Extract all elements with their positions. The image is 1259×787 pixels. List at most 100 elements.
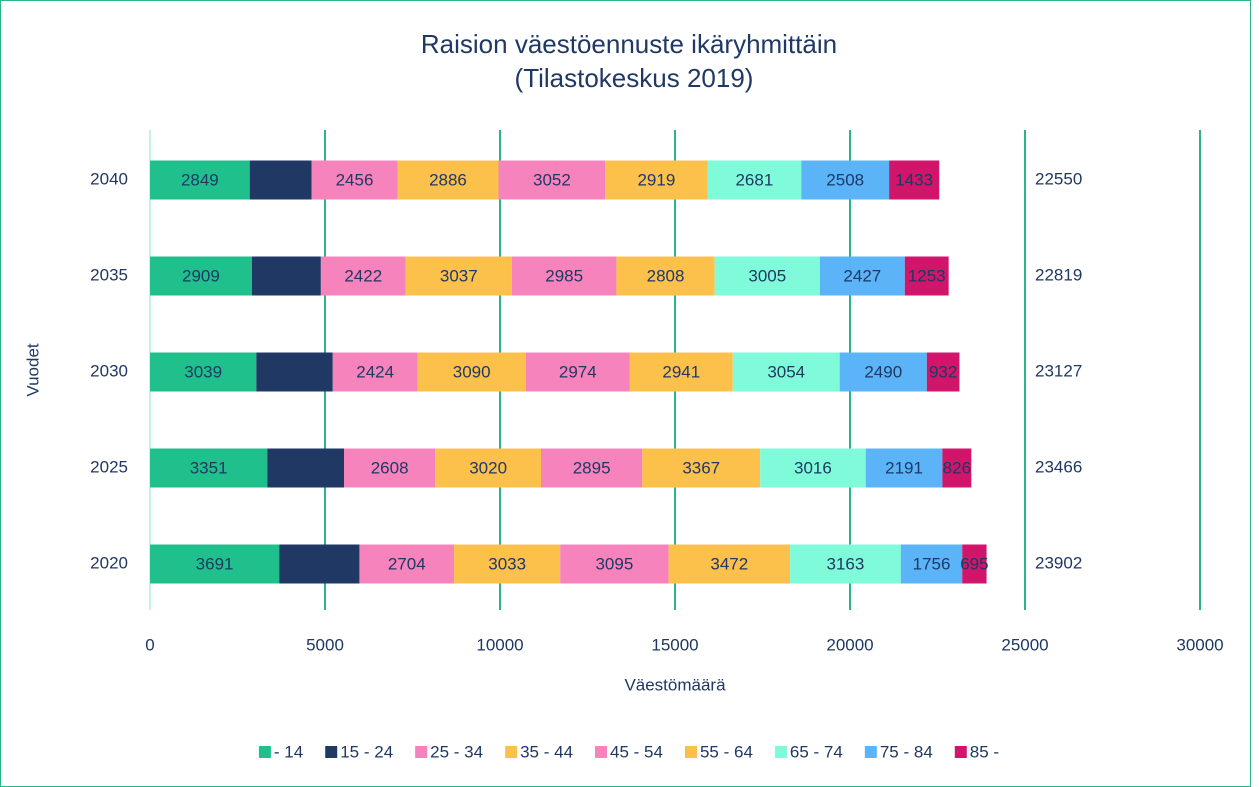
data-label: 3039	[184, 362, 222, 381]
bar-segment	[707, 160, 802, 200]
bar-segment	[150, 448, 268, 488]
bar-segment	[525, 352, 630, 392]
bar-segment	[540, 448, 643, 488]
data-label: 3367	[682, 458, 720, 477]
legend-swatch	[864, 746, 877, 758]
y-tick-label: 2025	[90, 457, 128, 476]
data-label: 1766	[262, 170, 300, 189]
legend-swatch	[325, 746, 338, 758]
total-label: 23127	[1035, 361, 1082, 380]
bar-segment	[642, 448, 761, 488]
bar-segment	[560, 544, 669, 584]
bar-segment	[839, 352, 927, 392]
total-label: 23466	[1035, 457, 1082, 476]
bar-segment	[279, 544, 360, 584]
data-label: 3163	[827, 554, 865, 573]
data-label: 2422	[344, 266, 382, 285]
data-label: 2293	[300, 554, 338, 573]
legend-swatch	[415, 746, 428, 758]
total-label: 22819	[1035, 265, 1082, 284]
legend-label: - 14	[274, 742, 303, 761]
data-label: 2191	[885, 458, 923, 477]
data-label: 1973	[267, 266, 305, 285]
total-label: 22550	[1035, 169, 1082, 188]
bar-segment	[150, 160, 250, 200]
bar-segment	[405, 256, 512, 296]
data-label: 3095	[595, 554, 633, 573]
bar-segment	[320, 256, 406, 296]
legend-label: 65 - 74	[790, 742, 843, 761]
chart-subtitle: (Tilastokeskus 2019)	[515, 63, 754, 93]
y-tick-label: 2020	[90, 553, 128, 572]
data-label: 3020	[469, 458, 507, 477]
data-label: 3052	[533, 170, 571, 189]
total-label: 23902	[1035, 553, 1082, 572]
legend-label: 15 - 24	[340, 742, 393, 761]
data-label: 2608	[371, 458, 409, 477]
x-tick-label: 25000	[1001, 635, 1048, 654]
bar-segment	[359, 544, 455, 584]
bar-segment	[865, 448, 943, 488]
bar-segment	[256, 352, 333, 392]
bar-segment	[714, 256, 820, 296]
data-label: 2974	[559, 362, 597, 381]
data-label: 3033	[488, 554, 526, 573]
bar-segment	[904, 256, 949, 296]
data-label: 3691	[196, 554, 234, 573]
data-label: 3472	[710, 554, 748, 573]
data-label: 2192	[287, 458, 325, 477]
data-label: 2456	[336, 170, 374, 189]
bar-segment	[397, 160, 499, 200]
data-label: 2849	[181, 170, 219, 189]
bar-segment	[900, 544, 963, 584]
data-label: 2424	[356, 362, 394, 381]
data-label: 1433	[895, 170, 933, 189]
data-label: 2681	[735, 170, 773, 189]
data-label: 2508	[826, 170, 864, 189]
data-label: 2941	[662, 362, 700, 381]
bar-segment	[732, 352, 840, 392]
x-axis-label: Väestömäärä	[624, 675, 726, 694]
bar-segment	[332, 352, 418, 392]
bar-segment	[150, 544, 280, 584]
bar-segment	[417, 352, 526, 392]
x-tick-label: 5000	[306, 635, 344, 654]
data-label: 2808	[647, 266, 685, 285]
bar-segment	[267, 448, 345, 488]
bar-segment	[801, 160, 890, 200]
bar-segment	[889, 160, 940, 200]
legend-swatch	[505, 746, 518, 758]
legend-swatch	[774, 746, 787, 758]
data-label: 2183	[276, 362, 314, 381]
legend-swatch	[595, 746, 608, 758]
data-label: 2909	[182, 266, 220, 285]
bar-segment	[150, 352, 257, 392]
bar-segment	[668, 544, 791, 584]
data-label: 1756	[913, 554, 951, 573]
legend-label: 75 - 84	[880, 742, 933, 761]
y-tick-label: 2040	[90, 169, 128, 188]
bar-segment	[435, 448, 541, 488]
data-label: 3037	[440, 266, 478, 285]
data-label: 695	[960, 554, 988, 573]
data-label: 2704	[388, 554, 426, 573]
legend-label: 25 - 34	[430, 742, 483, 761]
data-label: 932	[929, 362, 957, 381]
bar-segment	[344, 448, 436, 488]
x-tick-label: 20000	[826, 635, 873, 654]
bar-segment	[150, 256, 252, 296]
legend-swatch	[258, 746, 271, 758]
bar-segment	[790, 544, 901, 584]
data-label: 2985	[545, 266, 583, 285]
data-label: 3054	[767, 362, 805, 381]
data-label: 1253	[908, 266, 946, 285]
bar-segment	[454, 544, 561, 584]
x-tick-label: 15000	[651, 635, 698, 654]
bar-segment	[760, 448, 866, 488]
bar-segment	[616, 256, 715, 296]
x-tick-label: 10000	[476, 635, 523, 654]
y-tick-label: 2030	[90, 361, 128, 380]
bar-segment	[629, 352, 733, 392]
bar-segment	[511, 256, 617, 296]
bar-segment	[311, 160, 398, 200]
